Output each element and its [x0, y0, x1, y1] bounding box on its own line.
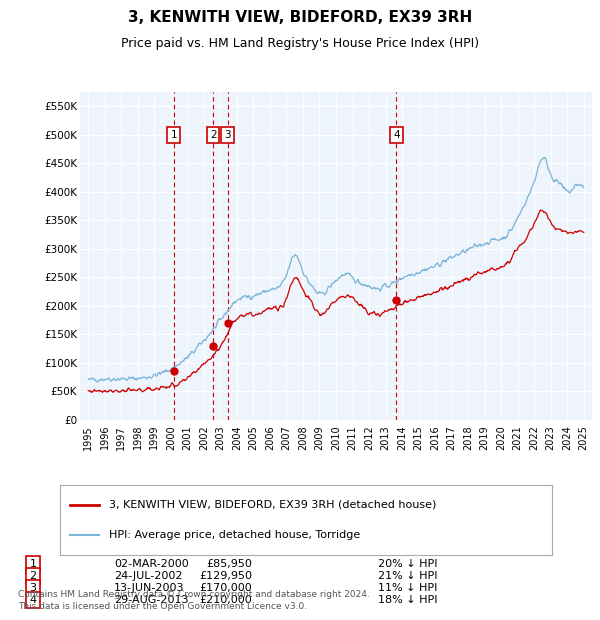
Text: 2018: 2018: [463, 425, 473, 450]
Text: 13-JUN-2003: 13-JUN-2003: [114, 583, 185, 593]
Text: 2013: 2013: [380, 425, 391, 450]
Text: 1996: 1996: [100, 425, 110, 450]
Text: Contains HM Land Registry data © Crown copyright and database right 2024.
This d: Contains HM Land Registry data © Crown c…: [18, 590, 370, 611]
Text: 21% ↓ HPI: 21% ↓ HPI: [378, 571, 437, 581]
Text: 3: 3: [29, 583, 37, 593]
Text: 1998: 1998: [133, 425, 143, 450]
Text: 2006: 2006: [265, 425, 275, 450]
Text: 2016: 2016: [430, 425, 440, 450]
Text: £170,000: £170,000: [199, 583, 252, 593]
Text: 2003: 2003: [215, 425, 226, 450]
Text: 2012: 2012: [364, 425, 374, 450]
Text: 20% ↓ HPI: 20% ↓ HPI: [378, 559, 437, 569]
Text: 2001: 2001: [182, 425, 193, 450]
Text: 24-JUL-2002: 24-JUL-2002: [114, 571, 182, 581]
Text: 2: 2: [210, 130, 217, 140]
Text: 1997: 1997: [116, 425, 126, 450]
Text: 1995: 1995: [83, 425, 93, 450]
Text: 3, KENWITH VIEW, BIDEFORD, EX39 3RH (detached house): 3, KENWITH VIEW, BIDEFORD, EX39 3RH (det…: [109, 500, 437, 510]
Text: Price paid vs. HM Land Registry's House Price Index (HPI): Price paid vs. HM Land Registry's House …: [121, 37, 479, 50]
Text: 1999: 1999: [149, 425, 160, 450]
Text: 2: 2: [29, 571, 37, 581]
Text: 4: 4: [393, 130, 400, 140]
Text: 2009: 2009: [314, 425, 325, 450]
Text: 2002: 2002: [199, 425, 209, 450]
Text: 3: 3: [224, 130, 231, 140]
Text: £85,950: £85,950: [206, 559, 252, 569]
Text: 29-AUG-2013: 29-AUG-2013: [114, 595, 188, 605]
Text: 2025: 2025: [579, 425, 589, 450]
Text: 2014: 2014: [397, 425, 407, 450]
Text: 2023: 2023: [546, 425, 556, 450]
Text: 2000: 2000: [166, 425, 176, 450]
Text: 2010: 2010: [331, 425, 341, 450]
Text: 2022: 2022: [529, 425, 539, 450]
Text: 2011: 2011: [347, 425, 358, 450]
Text: 2024: 2024: [562, 425, 572, 450]
Text: 18% ↓ HPI: 18% ↓ HPI: [378, 595, 437, 605]
Text: £129,950: £129,950: [199, 571, 252, 581]
Text: 3, KENWITH VIEW, BIDEFORD, EX39 3RH: 3, KENWITH VIEW, BIDEFORD, EX39 3RH: [128, 11, 472, 25]
Text: 2008: 2008: [298, 425, 308, 450]
Text: £210,000: £210,000: [199, 595, 252, 605]
Text: 1: 1: [170, 130, 177, 140]
Text: HPI: Average price, detached house, Torridge: HPI: Average price, detached house, Torr…: [109, 530, 361, 541]
Text: 11% ↓ HPI: 11% ↓ HPI: [378, 583, 437, 593]
Text: 02-MAR-2000: 02-MAR-2000: [114, 559, 189, 569]
Text: 2015: 2015: [413, 425, 424, 450]
Text: 4: 4: [29, 595, 37, 605]
Text: 2021: 2021: [512, 425, 523, 450]
Text: 2017: 2017: [446, 425, 457, 450]
Text: 2020: 2020: [496, 425, 506, 450]
Text: 2005: 2005: [248, 425, 259, 450]
Text: 1: 1: [29, 559, 37, 569]
Text: 2004: 2004: [232, 425, 242, 450]
Text: 2019: 2019: [479, 425, 490, 450]
Text: 2007: 2007: [281, 425, 292, 450]
